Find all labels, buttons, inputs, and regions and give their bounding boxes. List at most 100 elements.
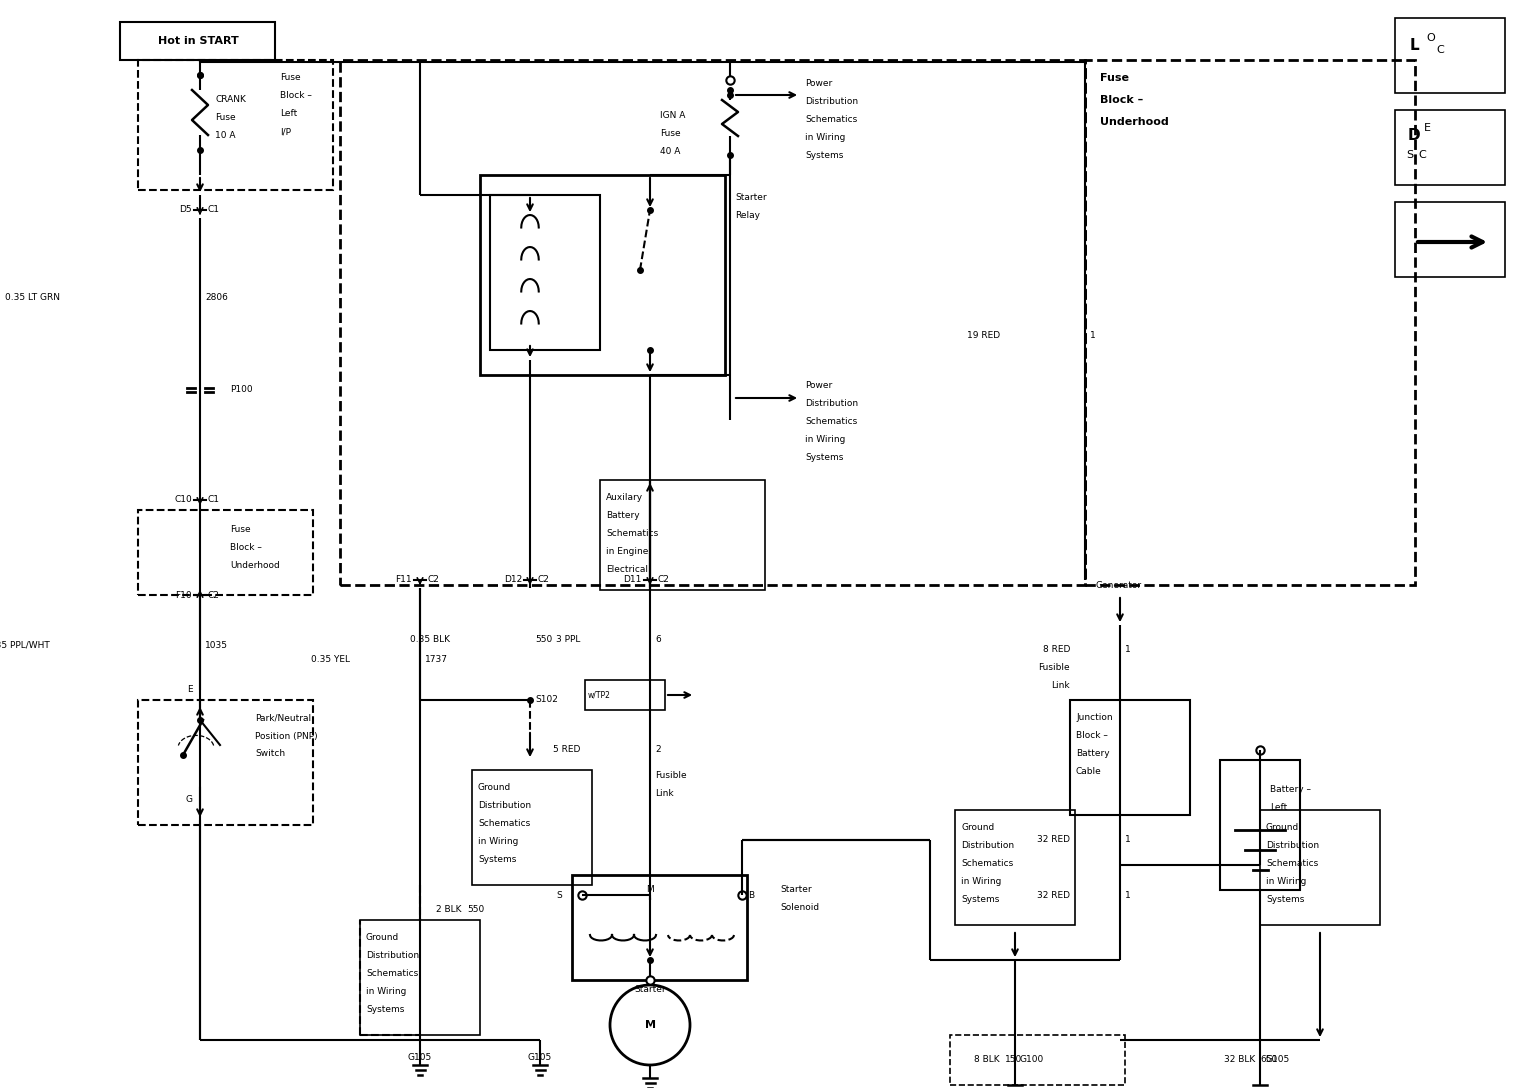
Text: Systems: Systems [366, 1005, 404, 1014]
Text: 6: 6 [654, 635, 660, 644]
Text: Auxilary: Auxilary [607, 494, 644, 503]
Text: 32 BLK: 32 BLK [1224, 1055, 1255, 1064]
Text: 0.35 LT GRN: 0.35 LT GRN [5, 294, 60, 302]
Text: Fuse: Fuse [230, 526, 250, 534]
Text: D: D [1409, 127, 1421, 143]
Text: Cable: Cable [1077, 767, 1101, 777]
Text: 2: 2 [654, 745, 660, 754]
Text: C: C [1418, 150, 1425, 160]
Text: C2: C2 [207, 591, 220, 599]
Text: Ground: Ground [962, 824, 994, 832]
Text: Schematics: Schematics [962, 860, 1014, 868]
Text: Systems: Systems [1266, 895, 1304, 904]
Text: in Wiring: in Wiring [805, 435, 845, 445]
Text: D5: D5 [180, 206, 192, 214]
Text: Schematics: Schematics [805, 114, 857, 124]
Text: 1: 1 [1124, 836, 1130, 844]
Text: Left: Left [1270, 804, 1287, 813]
Text: in Wiring: in Wiring [962, 878, 1001, 887]
Text: 0.35 PPL/WHT: 0.35 PPL/WHT [0, 641, 51, 650]
Bar [1071, 700, 1190, 815]
Text: G105: G105 [528, 1053, 551, 1063]
Text: S: S [1405, 150, 1413, 160]
Text: Fuse: Fuse [280, 74, 301, 83]
Bar [120, 22, 275, 60]
Text: 32 RED: 32 RED [1037, 890, 1071, 900]
Bar [949, 1035, 1124, 1085]
Bar [571, 875, 746, 980]
Text: in Wiring: in Wiring [366, 988, 407, 997]
Text: Systems: Systems [962, 895, 1000, 904]
Bar [1395, 202, 1505, 277]
Text: Starter: Starter [736, 194, 766, 202]
Text: 8 RED: 8 RED [1043, 645, 1071, 655]
Text: M: M [647, 886, 654, 894]
Text: G: G [186, 795, 194, 804]
Text: O: O [1425, 33, 1435, 44]
Text: Position (PNP): Position (PNP) [255, 731, 318, 741]
Text: G105: G105 [409, 1053, 432, 1063]
Text: Fuse: Fuse [215, 113, 235, 123]
Text: Schematics: Schematics [607, 530, 659, 539]
Text: D12: D12 [504, 576, 522, 584]
Text: Solenoid: Solenoid [780, 903, 819, 913]
Text: Schematics: Schematics [1266, 860, 1318, 868]
Text: 40 A: 40 A [660, 147, 680, 156]
Text: Schematics: Schematics [478, 819, 530, 828]
Text: Battery: Battery [1077, 750, 1109, 758]
Text: Distribution: Distribution [478, 802, 531, 811]
Text: 1737: 1737 [425, 655, 449, 665]
Text: Schematics: Schematics [805, 418, 857, 426]
Text: 8 BLK: 8 BLK [974, 1055, 1000, 1064]
Bar [1220, 761, 1299, 890]
Text: P100: P100 [230, 385, 252, 395]
Text: Link: Link [654, 789, 674, 798]
Text: Switch: Switch [255, 750, 286, 758]
Text: IGN A: IGN A [660, 111, 685, 120]
Text: in Wiring: in Wiring [1266, 878, 1307, 887]
Text: I/P: I/P [280, 127, 290, 136]
Text: 3 PPL: 3 PPL [556, 635, 581, 644]
Text: Hot in START: Hot in START [158, 36, 238, 46]
Bar [138, 700, 313, 825]
Text: G100: G100 [1020, 1055, 1044, 1064]
Text: 650: 650 [1260, 1055, 1278, 1064]
Text: D11: D11 [624, 576, 642, 584]
Text: Park/Neutral: Park/Neutral [255, 714, 312, 722]
Text: Fuse: Fuse [1100, 73, 1129, 83]
Text: 1: 1 [1124, 645, 1130, 655]
Bar [1395, 18, 1505, 92]
Text: Relay: Relay [736, 211, 760, 221]
Text: in Wiring: in Wiring [478, 838, 518, 846]
Bar [359, 920, 479, 1035]
Text: Power: Power [805, 382, 833, 391]
Text: Battery: Battery [607, 511, 639, 520]
Text: in Engine: in Engine [607, 547, 648, 556]
Text: Fuse: Fuse [660, 128, 680, 137]
Bar [479, 175, 725, 375]
Text: C2: C2 [429, 576, 439, 584]
Text: Ground: Ground [1266, 824, 1299, 832]
Text: Power: Power [805, 78, 833, 87]
Text: Battery –: Battery – [1270, 786, 1312, 794]
Text: Fusible: Fusible [1038, 664, 1071, 672]
Bar [472, 770, 591, 885]
Text: Underhood: Underhood [1100, 118, 1169, 127]
Text: E: E [187, 685, 194, 694]
Text: L: L [1410, 37, 1419, 52]
Text: 2 BLK: 2 BLK [436, 905, 462, 915]
Text: w/TP2: w/TP2 [588, 691, 611, 700]
Bar [339, 60, 1084, 585]
Text: 150: 150 [1005, 1055, 1023, 1064]
Text: C10: C10 [174, 495, 192, 505]
Bar [1084, 60, 1415, 585]
Text: C2: C2 [657, 576, 670, 584]
Text: 0.35 YEL: 0.35 YEL [310, 655, 350, 665]
Text: Distribution: Distribution [366, 952, 419, 961]
Text: C2: C2 [538, 576, 550, 584]
Text: Systems: Systems [805, 454, 843, 462]
Bar [955, 809, 1075, 925]
Text: Distribution: Distribution [962, 841, 1014, 851]
Text: 0.35 BLK: 0.35 BLK [410, 635, 450, 644]
Text: 5 RED: 5 RED [553, 745, 581, 754]
